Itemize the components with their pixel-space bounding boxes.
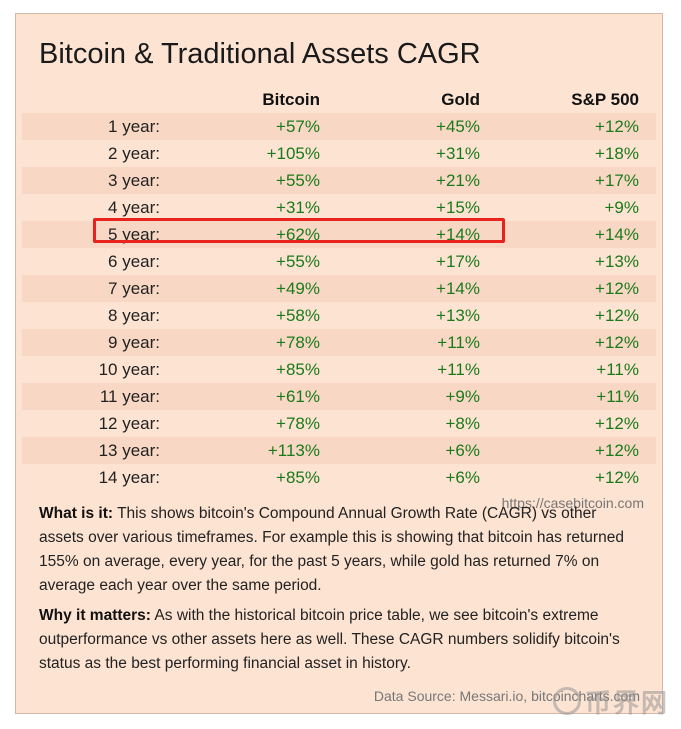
bitcoin-value: +78% <box>276 414 320 433</box>
bitcoin-value: +78% <box>276 333 320 352</box>
sp500-value: +12% <box>595 279 639 298</box>
bitcoin-value: +31% <box>276 198 320 217</box>
row-label: 7 year: <box>108 279 160 298</box>
header-sp500: S&P 500 <box>571 90 639 109</box>
sp500-value: +12% <box>595 441 639 460</box>
table-row: 6 year: +55% +17% +13% <box>22 248 656 275</box>
table-row: 13 year: +113% +6% +12% <box>22 437 656 464</box>
header-gold: Gold <box>441 90 480 109</box>
table-row: 2 year: +105% +31% +18% <box>22 140 656 167</box>
table-row: 10 year: +85% +11% +11% <box>22 356 656 383</box>
bitcoin-value: +58% <box>276 306 320 325</box>
gold-value: +11% <box>437 333 480 352</box>
bitcoin-value: +55% <box>276 171 320 190</box>
logo-circle-icon <box>552 687 581 715</box>
row-label: 4 year: <box>108 198 160 217</box>
row-label: 2 year: <box>108 144 160 163</box>
bitcoin-value: +85% <box>276 360 320 379</box>
what-is-it-heading: What is it: <box>39 505 114 522</box>
table-row: 3 year: +55% +21% +17% <box>22 167 656 194</box>
sp500-value: +12% <box>595 117 639 136</box>
bitcoin-value: +105% <box>266 144 320 163</box>
cagr-card: Bitcoin & Traditional Assets CAGR Bitcoi… <box>15 13 663 714</box>
row-label: 6 year: <box>108 252 160 271</box>
bitcoin-value: +113% <box>267 441 320 460</box>
sp500-value: +9% <box>604 198 640 217</box>
row-label: 3 year: <box>108 171 160 190</box>
bitcoin-value: +62% <box>276 225 320 244</box>
table-row: 7 year: +49% +14% +12% <box>22 275 656 302</box>
highlight-box-5-year <box>93 218 505 243</box>
bitcoin-value: +57% <box>276 117 320 136</box>
sp500-value: +18% <box>595 144 639 163</box>
gold-value: +9% <box>445 387 481 406</box>
row-label: 1 year: <box>108 117 160 136</box>
sp500-value: +12% <box>595 414 639 433</box>
sp500-value: +11% <box>596 387 639 406</box>
why-it-matters-paragraph: Why it matters: As with the historical b… <box>39 604 644 676</box>
bitcoin-value: +55% <box>276 252 320 271</box>
gold-value: +8% <box>445 414 481 433</box>
table-row: 5 year: +62% +14% +14% <box>22 221 656 248</box>
watermark-url: https://casebitcoin.com <box>501 495 644 511</box>
table-body: 1 year: +57% +45% +12% 2 year: +105% +31% +18% 3… <box>16 113 662 491</box>
gold-value: +31% <box>436 144 480 163</box>
table-row: 1 year: +57% +45% +12% <box>22 113 656 140</box>
bitcoin-value: +49% <box>276 279 320 298</box>
bitcoin-value: +61% <box>276 387 320 406</box>
row-label: 5 year: <box>108 225 160 244</box>
site-logo: 币界网 <box>549 685 669 718</box>
gold-value: +14% <box>436 279 480 298</box>
row-label: 8 year: <box>108 306 160 325</box>
page-title: Bitcoin & Traditional Assets CAGR <box>39 38 481 70</box>
row-label: 14 year: <box>98 468 160 487</box>
row-label: 12 year: <box>98 414 160 433</box>
table-header: Bitcoin Gold S&P 500 <box>16 88 662 112</box>
header-bitcoin: Bitcoin <box>262 90 320 109</box>
gold-value: +11% <box>437 360 480 379</box>
gold-value: +6% <box>445 468 481 487</box>
row-label: 13 year: <box>98 441 160 460</box>
gold-value: +13% <box>436 306 480 325</box>
why-it-matters-heading: Why it matters: <box>39 607 151 624</box>
why-it-matters-text: As with the historical bitcoin price tab… <box>39 607 620 672</box>
bitcoin-value: +85% <box>276 468 320 487</box>
gold-value: +17% <box>436 252 480 271</box>
sp500-value: +13% <box>595 252 639 271</box>
sp500-value: +17% <box>595 171 639 190</box>
gold-value: +45% <box>436 117 480 136</box>
what-is-it-text: This shows bitcoin's Compound Annual Gro… <box>39 505 624 594</box>
what-is-it-paragraph: What is it: This shows bitcoin's Compoun… <box>39 502 644 598</box>
sp500-value: +14% <box>595 225 639 244</box>
row-label: 11 year: <box>99 387 160 406</box>
sp500-value: +12% <box>595 468 639 487</box>
gold-value: +14% <box>436 225 480 244</box>
table-row: 9 year: +78% +11% +12% <box>22 329 656 356</box>
row-label: 10 year: <box>98 360 160 379</box>
sp500-value: +11% <box>596 360 639 379</box>
table-row: 4 year: +31% +15% +9% <box>22 194 656 221</box>
table-row: 12 year: +78% +8% +12% <box>22 410 656 437</box>
gold-value: +15% <box>436 198 480 217</box>
row-label: 9 year: <box>108 333 160 352</box>
gold-value: +21% <box>436 171 480 190</box>
gold-value: +6% <box>445 441 481 460</box>
table-row: 11 year: +61% +9% +11% <box>22 383 656 410</box>
sp500-value: +12% <box>595 333 639 352</box>
table-row: 8 year: +58% +13% +12% <box>22 302 656 329</box>
logo-text: 币界网 <box>584 687 669 718</box>
sp500-value: +12% <box>595 306 639 325</box>
table-row: 14 year: +85% +6% +12% <box>22 464 656 491</box>
